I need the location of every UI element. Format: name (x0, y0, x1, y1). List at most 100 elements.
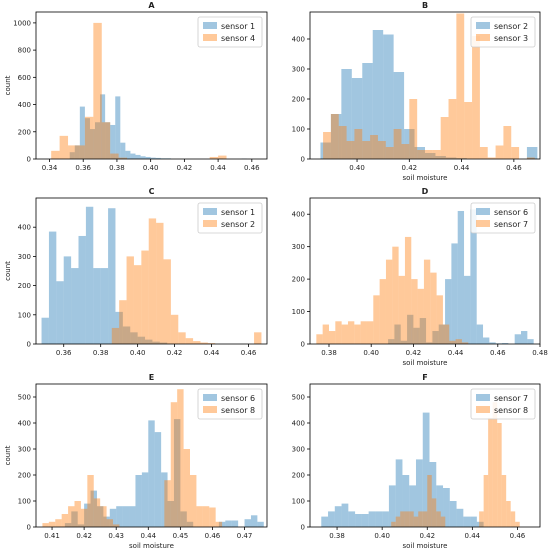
legend-box (197, 202, 263, 234)
histogram-bar (430, 272, 437, 344)
legend-box (197, 388, 263, 420)
x-axis-label: soil moisture (403, 174, 448, 182)
histogram-bar (413, 516, 419, 527)
series-sensor-3 (323, 13, 535, 159)
histogram-bar (323, 132, 331, 159)
histogram-bar (95, 122, 101, 159)
y-tick-label: 200 (292, 472, 305, 480)
histogram-bar (100, 506, 107, 527)
histogram-bar (133, 265, 142, 344)
histogram-bar (429, 462, 437, 527)
histogram-bar (56, 281, 64, 344)
y-tick-label: 400 (18, 101, 31, 109)
x-axis-label: soil moisture (129, 542, 174, 550)
histogram-bar (74, 501, 81, 527)
histogram-bar (159, 342, 168, 344)
legend-label: sensor 1 (221, 22, 255, 31)
series-sensor-2 (320, 30, 538, 159)
histogram-bar (395, 459, 403, 527)
panel-title: E (149, 373, 154, 382)
histogram-bar (141, 250, 149, 344)
histogram-bar (231, 520, 239, 527)
histogram-bar (118, 157, 128, 159)
x-tick-label: 0.44 (140, 532, 156, 540)
y-axis-label: count (4, 445, 12, 465)
y-tick-label: 300 (18, 253, 31, 261)
legend: sensor 2 sensor 3 (470, 16, 536, 48)
histogram-bar (497, 423, 502, 527)
legend-swatch (203, 394, 217, 401)
y-tick-label: 200 (292, 96, 305, 104)
x-tick-label: 0.46 (205, 532, 221, 540)
plot-frame (309, 197, 541, 345)
histogram-bar (185, 338, 194, 344)
histogram-bar (401, 144, 410, 159)
histogram-bar (385, 259, 393, 344)
histogram-bar (108, 208, 116, 344)
histogram-bar (334, 506, 342, 527)
histogram-bar (463, 516, 471, 527)
x-tick-label: 0.38 (321, 349, 337, 357)
histogram-bar (330, 114, 342, 159)
histogram-bar (415, 459, 423, 527)
histogram-bar (417, 150, 425, 159)
histogram-bar (464, 102, 473, 159)
histogram-bar (362, 63, 373, 159)
x-axis-label: soil moisture (403, 359, 448, 367)
histogram-bar (68, 506, 75, 527)
histogram-bar (395, 516, 401, 527)
histogram-bar (388, 339, 395, 344)
histogram-bar (527, 339, 534, 344)
histogram-bar (90, 490, 97, 527)
histogram-bar (440, 516, 446, 527)
histogram-bar (470, 516, 477, 527)
y-tick-label: 300 (292, 243, 305, 251)
y-tick-label: 200 (18, 282, 31, 290)
x-tick-label: 0.46 (241, 349, 257, 357)
histogram-bar (373, 295, 380, 344)
x-tick-label: 0.46 (506, 164, 522, 172)
histogram-bar (479, 511, 484, 527)
series-sensor-7 (316, 236, 469, 344)
histogram-bar (368, 511, 376, 527)
histogram-bar (515, 521, 520, 527)
histogram-bar (207, 343, 216, 344)
legend: sensor 6 sensor 7 (470, 202, 536, 234)
histogram-bar (190, 475, 197, 527)
histogram-bar (200, 342, 208, 344)
y-tick-label: 300 (292, 446, 305, 454)
panel-title: C (149, 187, 155, 196)
histogram-bar (218, 155, 227, 159)
histogram-bar (372, 30, 384, 159)
histogram-bar (443, 488, 450, 527)
histogram-bar (457, 210, 465, 344)
histogram-bar (116, 506, 123, 527)
y-tick-label: 0 (301, 156, 305, 164)
histogram-bar (422, 412, 430, 527)
x-tick-label: 0.38 (93, 349, 109, 357)
x-tick-label: 0.34 (42, 164, 58, 172)
histogram-bar (506, 501, 511, 527)
plot-frame (35, 383, 268, 528)
histogram-bar (100, 94, 106, 159)
y-tick-label: 300 (18, 446, 31, 454)
legend-swatch (203, 34, 217, 41)
histogram-bar (257, 521, 264, 527)
histogram-bar (100, 268, 109, 344)
histogram-bar (87, 475, 94, 527)
legend-label: sensor 2 (221, 220, 255, 229)
histogram-bar (400, 511, 405, 527)
series-sensor-1 (69, 94, 247, 159)
legend-box (197, 16, 263, 48)
histogram-bar (119, 300, 127, 344)
histogram-bar (63, 256, 72, 344)
y-tick-label: 100 (292, 126, 305, 134)
panel-F: F 0.38 0.40 0.42 0.44 0.46 0 100 200 300 400 500 soi… (292, 373, 541, 550)
histogram-bar (436, 485, 444, 527)
legend: sensor 7 sensor 8 (470, 388, 536, 420)
y-tick-label: 1000 (13, 19, 31, 27)
histogram-bar (130, 332, 138, 344)
legend: sensor 6 sensor 8 (197, 388, 263, 420)
histogram-bar (355, 514, 362, 527)
histogram-bar (409, 485, 416, 527)
